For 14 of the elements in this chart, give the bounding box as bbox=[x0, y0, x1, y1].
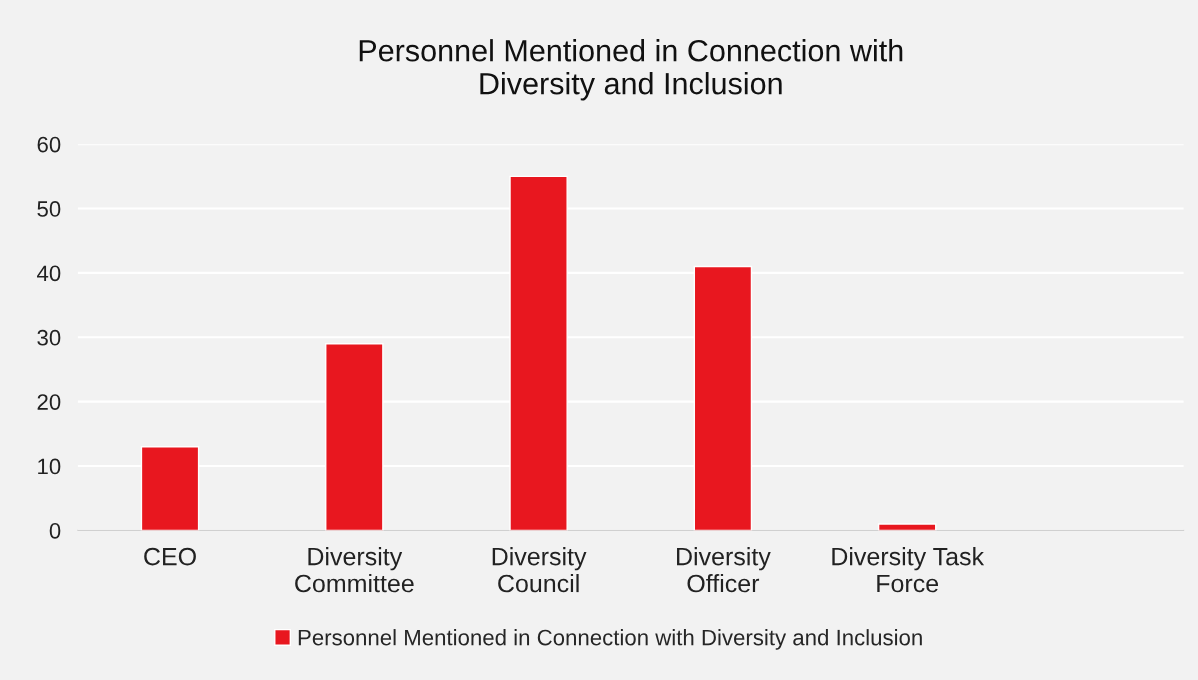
x-tick-label: Diversity Committee bbox=[295, 547, 414, 593]
x-tick-label: Diversity Council bbox=[492, 547, 587, 593]
y-tick-label: 20 bbox=[37, 394, 61, 410]
y-tick-label: 50 bbox=[37, 201, 61, 217]
y-tick-label: 0 bbox=[49, 522, 61, 539]
x-tick-label: CEO bbox=[144, 547, 196, 566]
y-tick-label: 60 bbox=[37, 136, 61, 153]
chart-title: Personnel Mentioned in Connection with Diversity and Inclusion bbox=[359, 39, 903, 101]
x-tick-label: Diversity Officer bbox=[677, 547, 771, 593]
y-tick-label: 30 bbox=[37, 329, 61, 346]
y-tick-label: 10 bbox=[38, 458, 61, 475]
x-tick-label: Diversity Task Force bbox=[832, 547, 985, 593]
y-tick-label: 40 bbox=[37, 265, 61, 282]
legend-label: Personnel Mentioned in Connection with Diversity and Inclusion bbox=[298, 629, 922, 650]
